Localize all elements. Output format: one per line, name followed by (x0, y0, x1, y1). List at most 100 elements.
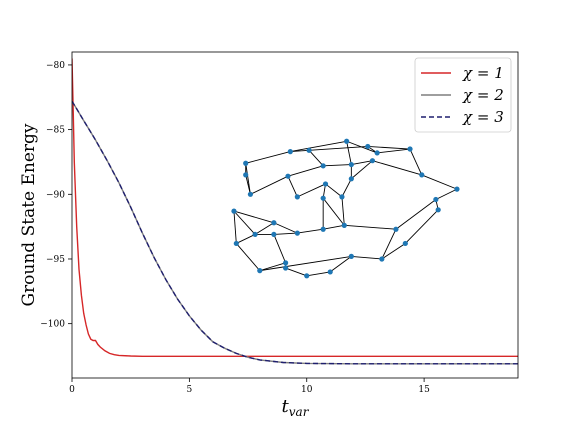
graph-node (271, 231, 277, 238)
graph-node (320, 226, 326, 232)
graph-edge (351, 255, 382, 260)
graph-node (285, 173, 291, 179)
graph-node (257, 268, 263, 274)
graph-edge (287, 176, 298, 198)
graph-node (339, 194, 345, 200)
graph-edge (341, 196, 345, 226)
graph-edge (409, 148, 423, 176)
graph-edge (285, 267, 307, 277)
graph-node (231, 208, 237, 214)
legend-label: χ = 1 (462, 64, 504, 82)
graph-edge (308, 150, 324, 167)
graph-node (320, 163, 326, 169)
graph-edge (344, 224, 396, 230)
graph-edge (351, 160, 373, 165)
graph-edge (254, 222, 275, 235)
graph-edge (245, 151, 291, 164)
graph-edge (287, 165, 324, 177)
graph-edge (259, 255, 352, 272)
graph-node (454, 186, 460, 192)
legend-box (414, 57, 512, 133)
graph-edge (323, 164, 352, 167)
graph-edge (367, 145, 411, 150)
y-axis: −80 −85 −90 −95 −100 (40, 61, 72, 330)
graph-edge (236, 233, 256, 244)
graph-edge (273, 232, 298, 235)
graph-edge (273, 234, 287, 264)
graph-edge (395, 199, 437, 230)
x-axis: 0 5 10 15 (69, 378, 430, 395)
graph-node (402, 240, 408, 247)
legend-label: χ = 3 (462, 108, 504, 126)
graph-node (341, 222, 347, 228)
graph-node (379, 256, 385, 262)
graph-edge (323, 224, 345, 230)
y-tick-label: −100 (40, 320, 65, 330)
graph-node (252, 231, 258, 238)
graph-edge (325, 183, 343, 198)
inset-graph (231, 138, 460, 279)
graph-edge (233, 211, 237, 244)
y-tick-label: −90 (46, 190, 65, 200)
series-line-chi-3 (72, 100, 518, 365)
series-layer (72, 58, 518, 365)
graph-node (433, 196, 439, 203)
graph-edge (435, 188, 458, 200)
graph-edge (381, 229, 397, 260)
graph-node (243, 172, 249, 178)
graph-edge (329, 256, 352, 273)
graph-edge (346, 140, 378, 154)
graph-node (365, 143, 371, 150)
graph-node (407, 146, 413, 152)
graph-node (306, 147, 312, 153)
graph-node (294, 194, 300, 200)
graph-node (283, 260, 289, 266)
graph-edge (259, 262, 286, 272)
graph-node (233, 240, 239, 247)
graph-edge (273, 222, 298, 234)
x-tick-label: 0 (69, 385, 75, 395)
x-tick-label: 15 (418, 385, 430, 395)
graph-edge (250, 175, 289, 195)
graph-node (348, 161, 354, 168)
x-tick-label: 5 (187, 385, 193, 395)
graph-node (348, 176, 354, 182)
graph-node (320, 195, 326, 201)
graph-edge (309, 145, 368, 151)
graph-node (294, 230, 300, 236)
graph-edge (405, 209, 439, 244)
plot-frame (71, 51, 519, 379)
graph-edge (235, 243, 261, 271)
graph-edge (351, 160, 373, 180)
graph-edge (233, 210, 256, 235)
graph-node (271, 220, 277, 226)
graph-node (344, 138, 350, 144)
graph-node (435, 207, 441, 213)
graph-edge (377, 148, 411, 154)
graph-edge (341, 178, 352, 198)
graph-edge (421, 174, 458, 190)
graph-edge (297, 228, 324, 234)
legend-label: χ = 2 (462, 86, 504, 104)
y-tick-label: −95 (46, 255, 65, 265)
graph-edge (322, 197, 345, 226)
x-axis-label: tvar (282, 396, 310, 419)
graph-node (327, 269, 333, 275)
graph-edge (245, 163, 251, 195)
graph-node (247, 191, 253, 197)
graph-node (369, 158, 376, 164)
graph-edge (297, 183, 326, 198)
graph-node (283, 265, 289, 271)
graph-node (348, 253, 354, 259)
graph-node (322, 181, 329, 187)
graph-edge (381, 243, 406, 260)
series-line-chi-1 (72, 58, 518, 357)
graph-node (393, 226, 399, 232)
graph-node (287, 149, 293, 155)
graph-node (374, 150, 380, 156)
y-axis-label: Ground State Energy (19, 123, 39, 306)
graph-edge (372, 160, 422, 176)
x-tick-label: 10 (301, 385, 313, 395)
graph-edge (346, 141, 352, 165)
